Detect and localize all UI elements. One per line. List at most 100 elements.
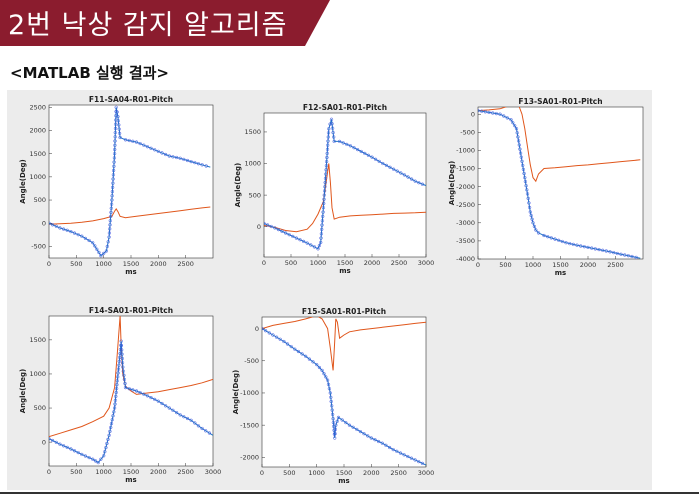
data-point [324,164,329,168]
y-axis-label: Angle(Deg) [19,369,27,414]
data-point [634,255,638,259]
data-point [111,177,115,181]
data-point [91,241,95,245]
y-tick-label: 2500 [29,104,46,112]
data-point [167,154,171,158]
data-point [384,443,388,447]
series-orange [49,206,211,225]
data-point [115,379,119,383]
data-point [312,245,317,249]
data-point [116,371,120,375]
data-point [413,179,417,183]
data-point [105,441,109,446]
data-point [121,365,125,369]
data-point [153,148,157,152]
data-point [323,185,327,189]
y-tick-label: 1000 [29,173,46,181]
data-point [87,455,91,460]
x-tick-label: 500 [499,261,511,269]
data-point [83,236,88,241]
data-point [49,221,51,225]
data-point [326,139,330,143]
y-axis-label: Angle(Deg) [448,161,456,206]
data-point [331,417,335,421]
data-point [571,242,575,247]
y-tick-label: 1500 [29,150,46,158]
data-point [294,236,299,240]
y-tick-label: 1500 [244,128,261,136]
data-point [196,424,201,428]
data-point [117,123,121,127]
data-point [514,127,519,131]
series-orange [478,107,641,183]
x-axis-label: ms [555,269,566,277]
data-point [142,392,146,396]
chart-1: F11-SA04-R01-Pitch 0 500 1000 1500 2000 2500 -5… [19,95,214,276]
data-point [608,250,612,254]
data-point [525,192,530,196]
data-point [185,158,190,163]
data-point [330,404,334,408]
data-point [336,415,341,420]
data-point [106,240,110,244]
data-point [575,243,579,247]
data-point [114,114,118,118]
data-point [110,198,114,202]
x-tick-label: 2500 [390,469,407,477]
data-point [345,142,349,147]
data-point [325,147,330,151]
data-point [119,343,124,348]
x-tick-label: 0 [262,259,266,267]
y-tick-label: -1500 [456,165,475,173]
data-point [104,249,109,253]
data-point [391,167,396,171]
data-point [160,401,164,406]
data-point [348,144,353,148]
data-point [325,155,329,160]
series-blue [262,326,426,466]
data-point [117,127,121,131]
data-point [391,447,395,452]
data-point [105,244,109,249]
y-tick-label: 2000 [29,127,46,135]
series-line [49,206,211,225]
data-point [178,413,182,417]
data-point [517,143,521,147]
x-tick-label: 500 [285,259,297,267]
y-tick-label: -3000 [456,219,475,227]
data-point [317,365,322,370]
x-tick-label: 1500 [337,259,354,267]
data-point [267,331,271,335]
data-point [116,114,120,119]
data-point [420,182,425,186]
data-point [352,146,356,150]
data-point [323,176,328,180]
data-point [417,181,421,185]
data-point [304,354,308,358]
data-point [204,429,208,433]
y-tick-label: -500 [31,243,46,251]
data-point [103,450,107,454]
data-point [110,185,115,190]
data-point [344,420,348,425]
y-tick-label: 0 [42,219,46,227]
data-point [138,390,142,395]
data-point [97,250,101,255]
data-point [331,130,335,135]
data-point [615,251,619,256]
data-point [330,126,335,130]
data-point [491,111,495,115]
data-point [377,159,381,164]
data-point [282,339,286,344]
data-point [420,461,425,466]
x-tick-label: 1000 [95,468,112,476]
data-point [630,254,634,259]
data-point [72,231,77,235]
series-orange [262,317,426,371]
data-point [531,221,535,225]
data-point [102,251,106,256]
data-point [406,175,410,179]
data-point [83,454,88,458]
data-point [156,149,160,154]
data-point [518,151,523,155]
